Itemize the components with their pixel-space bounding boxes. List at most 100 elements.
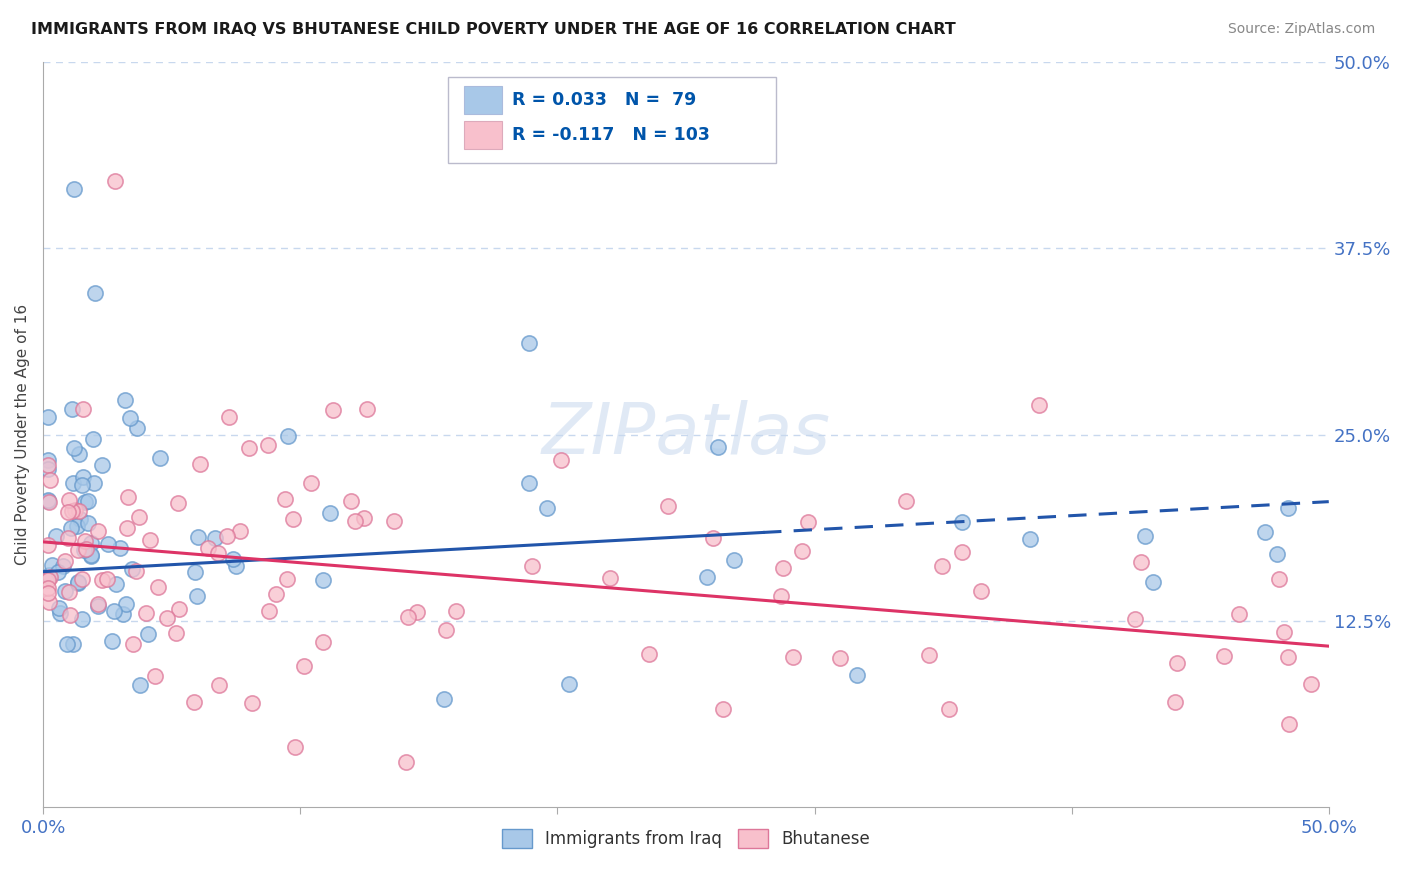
Point [49, 606, 72, 620]
Point [41, 558, 63, 572]
Point [536, 500, 558, 515]
Point [242, 696, 264, 710]
Point [111, 607, 134, 621]
FancyBboxPatch shape [449, 77, 776, 162]
Point [782, 649, 804, 664]
Point [434, 624, 457, 638]
Point [894, 493, 917, 508]
Point [828, 650, 851, 665]
Point [165, 625, 187, 640]
Point [121, 562, 143, 576]
Point [1028, 398, 1050, 412]
Point [82, 432, 104, 446]
Point [37, 581, 59, 595]
Point [797, 516, 820, 530]
Point [37, 410, 59, 425]
Point [58, 493, 80, 508]
Point [215, 529, 238, 543]
Point [105, 577, 128, 591]
Point [1123, 612, 1146, 626]
Point [713, 702, 735, 716]
Point [37, 461, 59, 475]
Point [353, 511, 375, 525]
Point [1277, 501, 1299, 516]
Point [356, 401, 378, 416]
Point [264, 587, 287, 601]
Point [52, 558, 75, 573]
Point [87, 599, 110, 614]
Point [277, 429, 299, 443]
Point [156, 611, 179, 625]
Point [257, 438, 280, 452]
Point [80, 536, 103, 550]
Point [103, 604, 125, 618]
Point [1166, 656, 1188, 670]
Point [707, 440, 730, 454]
Point [218, 409, 240, 424]
Point [322, 403, 344, 417]
Point [127, 420, 149, 434]
Point [344, 514, 367, 528]
Point [114, 597, 136, 611]
Point [73, 542, 96, 557]
Point [1265, 547, 1288, 561]
Point [183, 695, 205, 709]
Point [938, 702, 960, 716]
Point [772, 561, 794, 575]
Point [56, 505, 79, 519]
Point [91, 573, 114, 587]
Point [83, 286, 105, 301]
Bar [464, 86, 502, 114]
Point [37, 573, 59, 587]
Point [128, 510, 150, 524]
Point [382, 514, 405, 528]
Point [37, 452, 59, 467]
Point [139, 533, 162, 547]
Point [67, 575, 90, 590]
Point [1163, 695, 1185, 709]
Point [72, 402, 94, 417]
Point [46, 565, 69, 579]
Point [80, 548, 103, 562]
Point [1019, 532, 1042, 546]
Point [340, 494, 363, 508]
Point [950, 545, 973, 559]
Point [129, 678, 152, 692]
Text: ZIPatlas: ZIPatlas [541, 401, 831, 469]
Point [75, 534, 97, 549]
Point [60, 504, 83, 518]
Point [60, 521, 83, 535]
Point [970, 584, 993, 599]
Point [143, 669, 166, 683]
Point [207, 546, 229, 560]
Point [58, 532, 80, 546]
Point [148, 580, 170, 594]
Point [1129, 555, 1152, 569]
Point [75, 542, 97, 557]
Point [846, 668, 869, 682]
Text: IMMIGRANTS FROM IRAQ VS BHUTANESE CHILD POVERTY UNDER THE AGE OF 16 CORRELATION : IMMIGRANTS FROM IRAQ VS BHUTANESE CHILD … [31, 22, 956, 37]
Point [274, 491, 297, 506]
Point [517, 335, 540, 350]
Point [114, 392, 136, 407]
Point [120, 411, 142, 425]
Point [104, 174, 127, 188]
Point [70, 572, 93, 586]
Point [188, 457, 211, 471]
Point [37, 585, 59, 599]
Point [696, 570, 718, 584]
Point [136, 626, 159, 640]
Point [637, 648, 659, 662]
Point [37, 458, 59, 473]
Point [950, 516, 973, 530]
Point [208, 677, 231, 691]
Point [312, 573, 335, 587]
Point [1227, 607, 1250, 621]
Point [38, 495, 60, 509]
Point [396, 610, 419, 624]
Point [38, 570, 60, 584]
Point [599, 571, 621, 585]
Point [70, 477, 93, 491]
Point [66, 519, 89, 533]
Point [186, 590, 208, 604]
